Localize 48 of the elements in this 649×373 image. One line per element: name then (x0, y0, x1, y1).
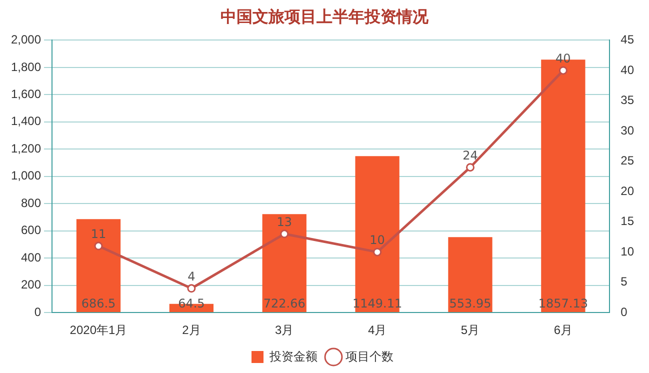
y-tick-label: 1,000 (11, 168, 42, 183)
data-label: 11 (90, 227, 106, 242)
point (558, 66, 568, 75)
y2-tick-label: 30 (620, 123, 634, 138)
y-tick-label: 200 (21, 278, 42, 292)
x-tick-label: 2020年1月 (70, 323, 128, 338)
y2-tick-label: 40 (620, 62, 634, 77)
y2-tick-label: 20 (620, 184, 634, 198)
data-label: 553.95 (449, 296, 492, 311)
bar (262, 214, 306, 312)
x-tick-label: 4月 (368, 323, 387, 338)
legend-label: 项目个数 (346, 349, 394, 364)
y-tick-label: 600 (21, 223, 42, 238)
chart-title: 中国文旅项目上半年投资情况 (220, 6, 430, 28)
data-label: 4 (188, 270, 196, 284)
y-tick-label: 2,000 (11, 32, 42, 47)
y-tick-label: 1,400 (11, 114, 42, 128)
y-tick-label: 1,200 (11, 141, 42, 156)
data-label: 24 (462, 148, 478, 162)
data-label: 686.5 (81, 296, 116, 311)
point (94, 242, 103, 250)
bar (448, 237, 492, 312)
y-tick-label: 1,600 (11, 86, 42, 101)
x-tick-label: 3月 (275, 323, 294, 338)
y-tick-label: 0 (34, 304, 42, 319)
x-tick-label: 6月 (554, 323, 573, 338)
x-tick-label: 5月 (460, 323, 480, 338)
point (280, 230, 289, 238)
y2-tick-label: 15 (620, 214, 634, 228)
y2-tick-label: 25 (620, 154, 634, 168)
legend-label: 投资金额 (268, 349, 318, 364)
x-tick-label: 2月 (182, 323, 201, 338)
y2-tick-label: 10 (620, 244, 634, 258)
y2-tick-label: 0 (620, 304, 628, 319)
bar (355, 156, 400, 312)
y2-tick-label: 35 (620, 93, 634, 108)
data-label: 13 (276, 215, 292, 230)
y2-tick-label: 5 (620, 274, 628, 289)
point (373, 248, 382, 256)
y-tick-label: 400 (21, 250, 42, 264)
point (187, 284, 196, 293)
data-label: 10 (370, 233, 385, 248)
y2-tick-label: 45 (620, 32, 634, 47)
point (466, 163, 474, 172)
data-label: 722.66 (263, 296, 306, 311)
bar (76, 219, 121, 312)
y-tick-label: 800 (21, 196, 42, 210)
y-tick-label: 1,800 (11, 60, 42, 74)
